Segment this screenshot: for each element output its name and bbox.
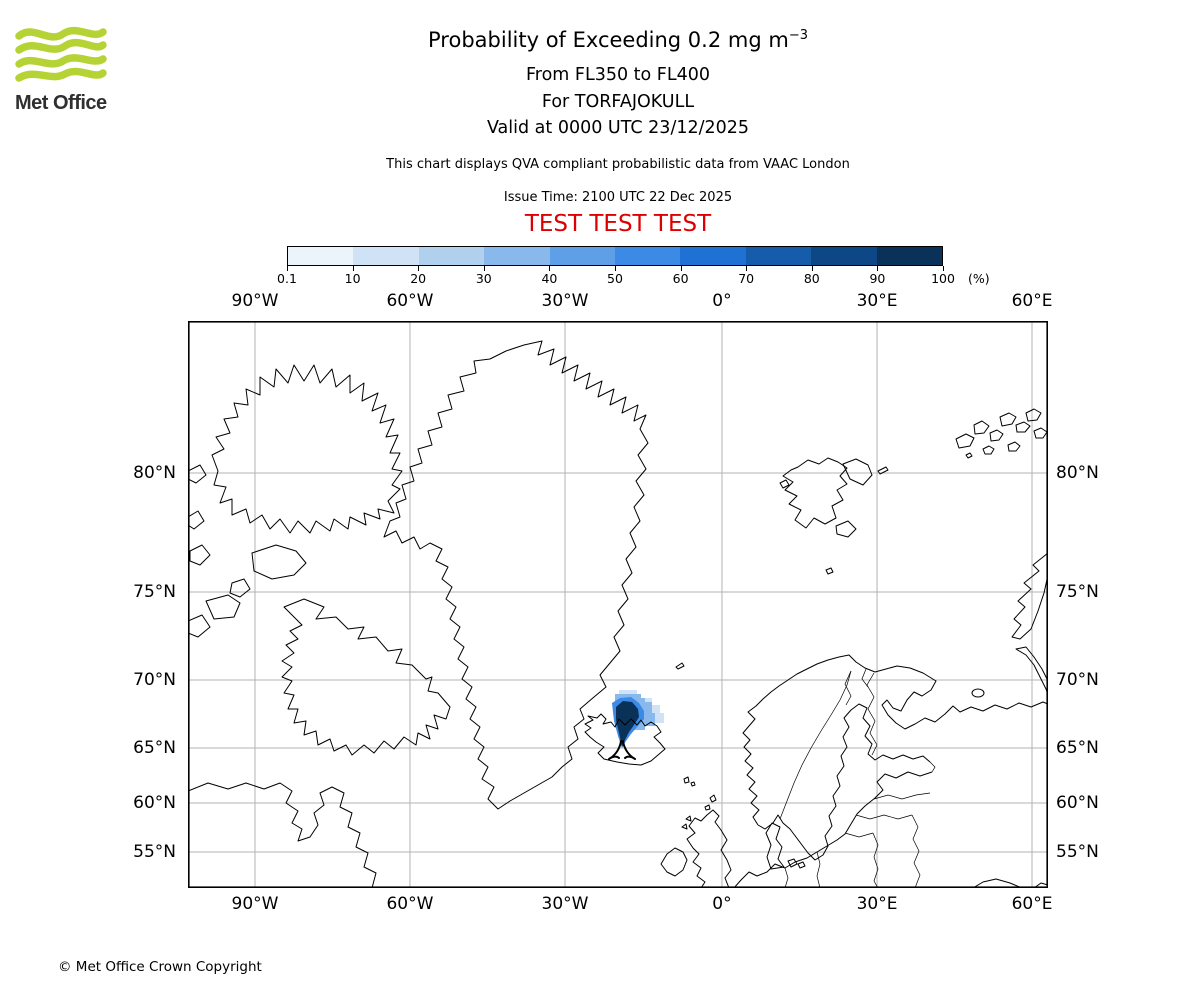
subtitle-volcano: For TORFAJOKULL (541, 91, 695, 112)
colorbar-unit-label: (%) (968, 271, 990, 286)
colorbar-tick-label: 0.1 (277, 271, 297, 286)
copyright-text: © Met Office Crown Copyright (58, 959, 262, 975)
colorbar-tick (943, 266, 944, 271)
colorbar-tick-label: 50 (607, 271, 623, 286)
test-banner: TEST TEST TEST (524, 211, 712, 237)
map-gridlines (188, 321, 1048, 888)
coastlines (188, 340, 1048, 888)
qva-note: This chart displays QVA compliant probab… (386, 157, 850, 172)
colorbar-segment (418, 247, 485, 265)
lat-tick-label: 60°N (133, 793, 176, 813)
lon-tick-label: 60°W (386, 894, 434, 914)
colorbar-tick (483, 266, 485, 271)
volcano-marker (608, 740, 636, 760)
colorbar-segment (484, 247, 550, 265)
lat-tick-label: 80°N (133, 463, 176, 483)
met-office-logo: Met Office (15, 26, 125, 116)
lon-tick-label: 60°E (1011, 291, 1053, 311)
lon-tick-label: 90°W (231, 894, 279, 914)
met-office-logo-waves (15, 26, 107, 82)
lat-tick-label: 80°N (1056, 463, 1099, 483)
probability-colorbar (287, 246, 943, 266)
colorbar-labels: 0.1 10 20 30 40 50 60 70 80 90 100 (277, 271, 955, 287)
colorbar-tick (877, 266, 879, 271)
colorbar-segment (811, 247, 877, 265)
lat-tick-label: 55°N (133, 841, 176, 862)
subtitle-block: From FL350 to FL400 For TORFAJOKULL Vali… (190, 62, 1046, 142)
subtitle-flight-levels: From FL350 to FL400 (525, 65, 711, 85)
colorbar-segment (288, 247, 354, 265)
latitude-labels-right: 80°N 75°N 70°N 65°N 60°N 55°N (1052, 321, 1114, 888)
lat-tick-label: 75°N (1056, 582, 1099, 603)
page-title: Probability of Exceeding 0.2 mg m−3 (428, 28, 808, 52)
colorbar-ticks (287, 266, 944, 271)
colorbar-tick-label: 80 (803, 271, 820, 286)
colorbar-tick (287, 266, 288, 271)
map-frame (188, 321, 1048, 888)
colorbar-segment (745, 247, 812, 265)
colorbar-segment (680, 247, 746, 265)
colorbar-segment (876, 247, 943, 265)
lat-tick-label: 55°N (1056, 841, 1099, 862)
colorbar-tick (418, 266, 420, 271)
longitude-labels-top: 90°W 60°W 30°W 0° 30°E 60°E (188, 291, 1053, 315)
colorbar-tick-label: 10 (344, 271, 361, 286)
colorbar-tick-label: 40 (541, 271, 558, 286)
colorbar-tick-label: 100 (931, 271, 955, 286)
lat-tick-label: 65°N (133, 738, 176, 758)
colorbar-tick (680, 266, 682, 271)
colorbar-tick-label: 90 (869, 271, 886, 286)
met-office-logo-text: Met Office (15, 92, 107, 114)
latitude-labels-left: 80°N 75°N 70°N 65°N 60°N 55°N (118, 321, 180, 888)
colorbar-tick-label: 60 (672, 271, 689, 286)
colorbar-segment (615, 247, 681, 265)
colorbar-tick (615, 266, 616, 271)
lat-tick-label: 65°N (1056, 738, 1099, 758)
lon-tick-label: 0° (712, 894, 732, 914)
lon-tick-label: 30°E (856, 291, 898, 311)
colorbar-tick-label: 20 (410, 271, 427, 286)
lon-tick-label: 60°W (386, 291, 434, 311)
lat-tick-label: 75°N (133, 582, 176, 603)
colorbar-tick (811, 266, 813, 271)
colorbar-segment (549, 247, 616, 265)
issue-time: Issue Time: 2100 UTC 22 Dec 2025 (503, 190, 733, 205)
lon-tick-label: 0° (712, 291, 732, 311)
lat-tick-label: 70°N (133, 670, 176, 691)
lon-tick-label: 30°E (856, 894, 898, 914)
lat-tick-label: 70°N (1056, 670, 1099, 691)
lon-tick-label: 30°W (541, 291, 589, 311)
lon-tick-label: 60°E (1011, 894, 1053, 914)
lon-tick-label: 90°W (231, 291, 279, 311)
map-canvas (188, 321, 1048, 888)
lat-tick-label: 60°N (1056, 793, 1099, 813)
subtitle-valid-time: Valid at 0000 UTC 23/12/2025 (486, 118, 750, 138)
colorbar-tick (352, 266, 354, 271)
country-borders (779, 668, 936, 888)
lon-tick-label: 30°W (541, 894, 589, 914)
colorbar-tick-label: 30 (475, 271, 492, 286)
longitude-labels-bottom: 90°W 60°W 30°W 0° 30°E 60°E (188, 894, 1053, 918)
colorbar-tick (549, 266, 551, 271)
colorbar-tick (746, 266, 748, 271)
colorbar-segment (353, 247, 419, 265)
colorbar-tick-label: 70 (738, 271, 755, 286)
